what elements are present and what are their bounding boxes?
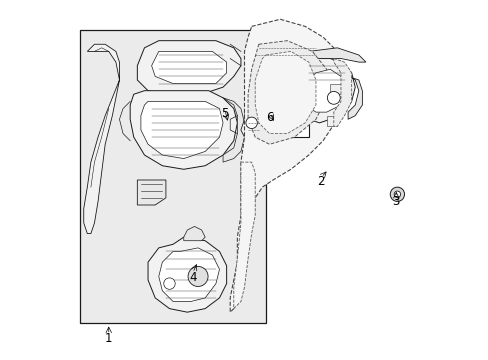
Polygon shape	[130, 91, 237, 169]
Polygon shape	[183, 226, 205, 241]
Circle shape	[245, 117, 257, 129]
Polygon shape	[347, 76, 362, 119]
Polygon shape	[223, 98, 244, 162]
Bar	[80, 30, 265, 323]
Polygon shape	[298, 48, 365, 62]
Polygon shape	[230, 19, 344, 312]
Polygon shape	[159, 248, 219, 301]
Circle shape	[393, 191, 400, 198]
Polygon shape	[269, 69, 290, 91]
Polygon shape	[298, 59, 354, 123]
Text: 5: 5	[221, 107, 228, 120]
Circle shape	[389, 187, 404, 202]
Polygon shape	[255, 51, 315, 134]
Polygon shape	[151, 51, 226, 84]
Polygon shape	[137, 41, 241, 94]
Polygon shape	[141, 102, 223, 158]
Circle shape	[326, 91, 340, 104]
Text: 1: 1	[105, 333, 112, 346]
Polygon shape	[305, 69, 344, 112]
Polygon shape	[269, 94, 280, 105]
Polygon shape	[329, 84, 340, 94]
Polygon shape	[276, 105, 290, 116]
Text: 2: 2	[317, 175, 325, 188]
Bar	[262, 66, 308, 137]
Polygon shape	[241, 105, 262, 141]
Polygon shape	[247, 41, 326, 144]
Circle shape	[188, 266, 207, 287]
Polygon shape	[333, 59, 351, 126]
Polygon shape	[137, 180, 165, 205]
Text: 3: 3	[392, 195, 399, 208]
Polygon shape	[148, 237, 226, 312]
Text: 4: 4	[188, 271, 196, 284]
Text: 6: 6	[266, 111, 273, 124]
Circle shape	[163, 278, 175, 289]
Polygon shape	[83, 44, 119, 234]
Polygon shape	[233, 162, 255, 309]
Polygon shape	[326, 116, 337, 126]
